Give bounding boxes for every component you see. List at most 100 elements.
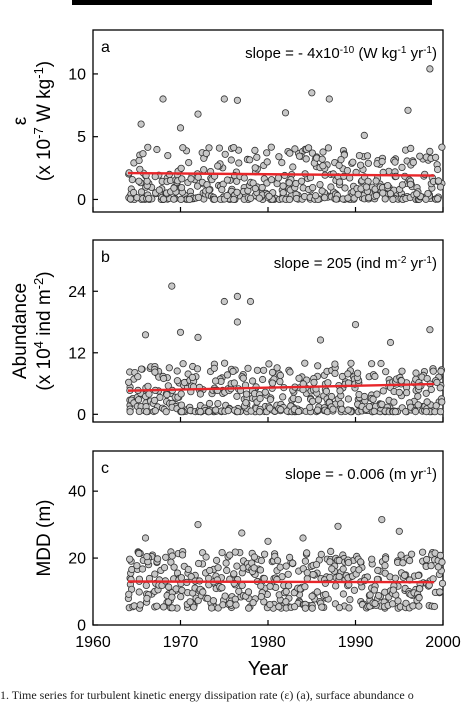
data-point-c-374 — [371, 599, 379, 608]
data-point-b-414 — [397, 377, 405, 385]
data-point-b-44 — [151, 407, 159, 415]
data-point-b-435 — [414, 401, 422, 409]
data-point-a-473 — [308, 89, 316, 97]
data-point-c-334 — [345, 604, 353, 612]
data-point-c-163 — [231, 548, 239, 556]
data-point-b-151 — [223, 371, 231, 379]
data-point-a-129 — [205, 186, 213, 194]
data-point-c-169 — [238, 581, 246, 590]
data-point-a-114 — [194, 173, 202, 181]
data-point-c-279 — [313, 588, 321, 596]
data-point-a-17 — [136, 165, 144, 173]
data-point-b-460 — [437, 367, 445, 375]
data-point-b-76 — [173, 377, 181, 385]
y-tick-label-c-40: 40 — [68, 484, 86, 501]
data-point-c-192 — [250, 564, 258, 572]
data-point-c-227 — [273, 556, 282, 565]
data-point-b-82 — [179, 360, 187, 368]
slope-annotation-a: slope = - 4x10-10 (W kg-1 yr-1) — [245, 45, 437, 63]
data-point-a-153 — [227, 156, 235, 164]
data-point-a-476 — [426, 65, 434, 73]
data-point-a-363 — [362, 183, 370, 191]
data-point-b-379 — [379, 387, 387, 395]
data-point-b-408 — [398, 367, 406, 375]
data-point-c-228 — [275, 603, 283, 611]
data-point-a-411 — [398, 163, 406, 171]
data-point-a-310 — [327, 183, 335, 191]
data-point-c-450 — [422, 555, 431, 564]
panel-letter-b: b — [101, 249, 110, 266]
data-point-b-297 — [322, 387, 330, 395]
data-point-b-55 — [162, 408, 170, 416]
data-point-c-472 — [299, 534, 307, 542]
data-point-a-115 — [202, 149, 210, 157]
data-point-a-103 — [185, 195, 193, 203]
data-point-c-308 — [327, 547, 335, 556]
data-point-c-204 — [257, 556, 265, 565]
data-point-c-437 — [414, 571, 422, 580]
data-point-b-350 — [353, 369, 362, 377]
data-point-b-233 — [277, 405, 285, 414]
data-point-b-179 — [244, 364, 252, 372]
data-point-c-396 — [388, 600, 397, 608]
data-point-c-387 — [381, 555, 390, 563]
data-point-a-155 — [223, 191, 231, 200]
data-point-c-129 — [209, 597, 217, 605]
data-point-c-328 — [350, 586, 358, 594]
data-point-c-470 — [334, 522, 342, 530]
data-point-a-331 — [349, 158, 357, 166]
data-point-b-417 — [412, 369, 420, 377]
data-point-c-330 — [346, 595, 354, 604]
data-point-a-389 — [378, 157, 386, 166]
data-point-a-349 — [354, 190, 362, 198]
y-axis-label-b: Abundance — [10, 283, 31, 379]
data-point-a-246 — [285, 195, 294, 203]
data-point-a-152 — [223, 176, 231, 184]
data-point-c-401 — [389, 586, 397, 594]
data-point-a-183 — [253, 153, 261, 161]
data-point-a-475 — [404, 106, 412, 114]
data-point-a-231 — [279, 182, 287, 190]
data-point-b-353 — [367, 360, 376, 368]
data-point-a-440 — [416, 152, 424, 160]
data-point-b-156 — [230, 379, 238, 387]
data-point-b-6 — [125, 378, 133, 386]
data-point-c-85 — [177, 593, 185, 601]
data-point-c-83 — [177, 574, 185, 582]
data-point-b-307 — [331, 369, 339, 377]
data-point-b-470 — [233, 292, 241, 300]
y-tick-label-a-5: 5 — [77, 129, 86, 146]
data-point-b-36 — [145, 390, 153, 398]
data-point-c-284 — [308, 592, 316, 600]
trend-line-b — [127, 382, 435, 392]
panel-letter-a: a — [101, 39, 110, 56]
data-point-a-232 — [279, 189, 287, 197]
y-tick-label-b-0: 0 — [77, 407, 86, 424]
data-point-b-213 — [266, 395, 274, 404]
panel-letter-c: c — [101, 460, 109, 477]
data-point-a-241 — [289, 163, 297, 171]
data-point-c-350 — [356, 558, 365, 566]
data-point-a-278 — [316, 181, 324, 189]
data-point-c-337 — [344, 558, 353, 567]
data-point-b-462 — [438, 398, 446, 406]
data-point-a-311 — [332, 195, 340, 203]
data-point-a-50 — [155, 186, 163, 194]
data-point-a-167 — [233, 188, 241, 196]
data-point-c-50 — [154, 555, 162, 563]
data-point-c-430 — [418, 548, 427, 556]
data-point-b-35 — [144, 382, 152, 390]
data-point-c-139 — [218, 584, 226, 592]
y-axis-unit-a: (x 10-7 W kg-1) — [31, 61, 56, 181]
y-axis-label-a: ε — [10, 116, 31, 125]
data-point-c-319 — [335, 604, 343, 612]
data-point-b-427 — [411, 407, 420, 416]
data-point-a-83 — [185, 159, 193, 167]
data-point-b-64 — [165, 364, 173, 372]
data-point-b-204 — [258, 375, 267, 384]
data-point-c-123 — [206, 566, 214, 575]
data-point-a-427 — [406, 180, 415, 188]
data-point-b-90 — [178, 407, 186, 416]
data-point-c-203 — [260, 550, 269, 558]
data-point-c-256 — [290, 603, 299, 611]
